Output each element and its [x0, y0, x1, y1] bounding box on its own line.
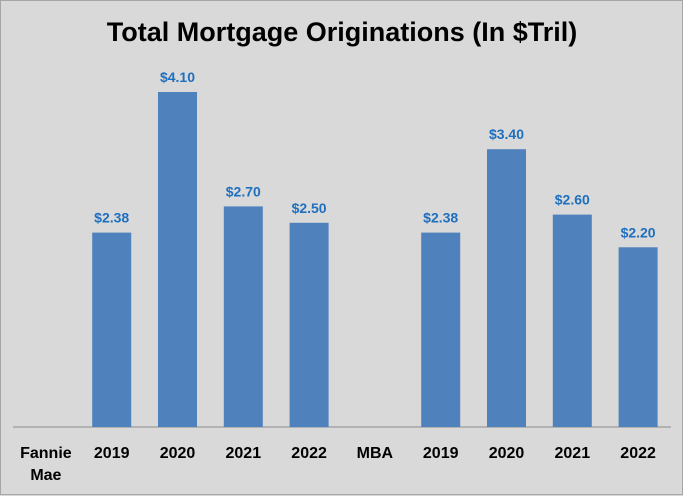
tick-label-1: 2019: [94, 445, 130, 462]
tick-label-4: 2022: [291, 445, 327, 462]
bar-7: [487, 149, 526, 427]
data-labels-group: $2.38 $4.10 $2.70 $2.50 $2.38 $3.40 $2.60 $2.20: [94, 69, 656, 240]
tick-label-0: Fannie Mae: [20, 445, 72, 484]
bar-3: [223, 206, 263, 427]
tick-label-3: 2021: [226, 445, 262, 462]
bar-6: [421, 232, 461, 427]
bar-2: [158, 92, 197, 427]
tick-label-7: 2020: [489, 445, 525, 462]
tick-label-5: MBA: [357, 445, 394, 462]
data-label-8: $2.60: [555, 192, 590, 208]
data-label-1: $2.38: [94, 210, 129, 226]
data-label-7: $3.40: [489, 126, 524, 142]
tick-label-2: 2020: [160, 445, 196, 462]
tick-label-8: 2021: [555, 445, 591, 462]
data-label-2: $4.10: [160, 69, 195, 85]
data-label-9: $2.20: [621, 224, 656, 240]
data-label-4: $2.50: [292, 200, 327, 216]
tick-label-9: 2022: [620, 445, 656, 462]
data-label-3: $2.70: [226, 183, 261, 199]
tick-label-6: 2019: [423, 445, 459, 462]
bar-1: [92, 232, 132, 427]
bar-4: [289, 222, 329, 428]
bar-9: [618, 247, 658, 427]
chart-title: Total Mortgage Originations (In $Tril): [107, 17, 578, 47]
bars-group: [92, 92, 658, 428]
bar-8: [552, 214, 592, 427]
data-label-6: $2.38: [423, 210, 458, 226]
tick-labels-group: Fannie Mae 2019 2020 2021 2022 MBA 2019 2020 2021…: [20, 445, 656, 484]
